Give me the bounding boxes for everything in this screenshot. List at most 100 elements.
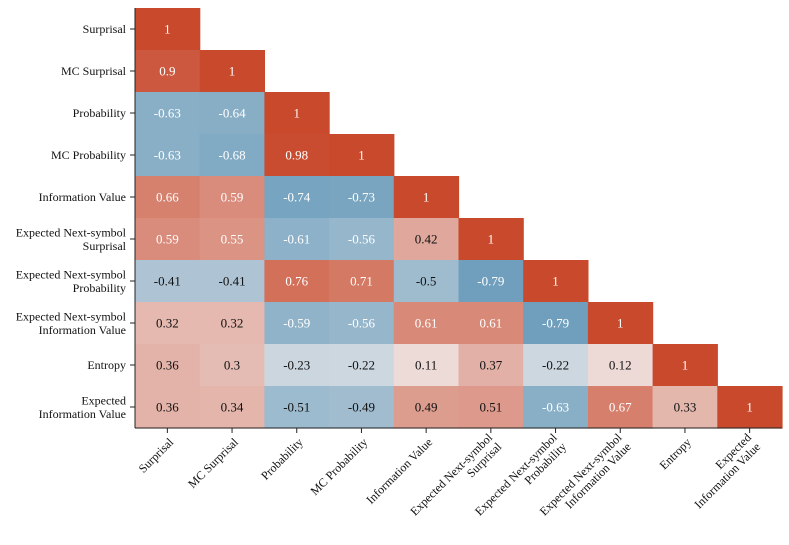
y-tick-label: MC Surprisal [61, 64, 127, 78]
heatmap-cell [458, 344, 524, 387]
heatmap-cell [587, 302, 654, 345]
heatmap-cell-value: 0.36 [156, 400, 179, 415]
heatmap-cell-value: 0.55 [221, 232, 244, 247]
heatmap-cell [264, 176, 330, 219]
heatmap-cell [135, 8, 201, 51]
heatmap-cell-value: 0.3 [224, 358, 240, 373]
y-tick-label: Information Value [39, 190, 126, 204]
heatmap-cell [393, 386, 460, 429]
heatmap-cell-value: 1 [488, 232, 495, 247]
y-axis: Surprisal MC Surprisal Probability MC Proba… [16, 8, 136, 428]
heatmap-cell-value: -0.61 [283, 232, 310, 247]
heatmap-cell-value: -0.79 [477, 274, 504, 289]
heatmap-cell [393, 218, 460, 261]
heatmap-cell [199, 344, 265, 387]
heatmap-cell [329, 218, 395, 261]
heatmap-cell-value: 1 [617, 316, 624, 331]
y-tick-label: Expected Next-symbol Surprisal [16, 225, 127, 253]
x-tick-label: ExpectedInformation Value [682, 430, 763, 511]
heatmap-cell [717, 386, 783, 429]
heatmap-cell [329, 344, 395, 387]
x-tick-label: MC Probability [307, 435, 370, 498]
y-tick-label: Entropy [87, 358, 126, 372]
heatmap-cell-value: 0.59 [156, 232, 179, 247]
heatmap-cell-value: -0.59 [283, 316, 310, 331]
heatmap-cells [135, 8, 783, 429]
heatmap-cell [393, 344, 460, 387]
heatmap-cell [587, 386, 654, 429]
heatmap-cell-value: 1 [294, 106, 301, 121]
heatmap-cell [199, 302, 265, 345]
heatmap-cell-value: -0.56 [348, 232, 376, 247]
heatmap-cell [135, 344, 201, 387]
heatmap-cell-value: 0.12 [609, 358, 632, 373]
heatmap-cell-value: 0.34 [221, 400, 244, 415]
heatmap-cell-value: 0.71 [350, 274, 373, 289]
heatmap-cell-value: -0.63 [542, 400, 569, 415]
heatmap-cell [393, 302, 460, 345]
heatmap-cell [652, 386, 718, 429]
heatmap-cell [458, 218, 524, 261]
x-tick-label: Surprisal [136, 435, 177, 476]
y-tick-label: Expected Next-symbol Information Value [16, 309, 127, 337]
heatmap-cell-value: -0.79 [542, 316, 569, 331]
heatmap-cell-value: 0.59 [221, 190, 244, 205]
heatmap-cell-value: 0.67 [609, 400, 632, 415]
heatmap-cell [458, 386, 524, 429]
heatmap-cell-value: 0.11 [415, 358, 437, 373]
heatmap-cell [329, 302, 395, 345]
heatmap-cell-value: -0.56 [348, 316, 376, 331]
heatmap-cell-value: 0.98 [285, 148, 308, 163]
heatmap-cell-value: -0.49 [348, 400, 375, 415]
heatmap-cell-value: 1 [229, 64, 236, 79]
heatmap-cell [264, 260, 330, 303]
heatmap-cell [264, 218, 330, 261]
heatmap-cell [393, 260, 460, 303]
heatmap-cell-labels: 1 0.9 1 -0.63 -0.64 1 -0.63 -0.68 0.98 1 0.66 0.59 -… [154, 22, 753, 415]
heatmap-cell [329, 134, 395, 177]
heatmap-cell-value: -0.41 [154, 274, 181, 289]
heatmap-cell [523, 386, 589, 429]
heatmap-cell-value: 1 [746, 400, 753, 415]
heatmap-cell-value: 1 [423, 190, 430, 205]
heatmap-cell [329, 176, 395, 219]
y-tick-label: Expected Information Value [39, 393, 126, 421]
heatmap-cell [135, 386, 201, 429]
heatmap-cell [135, 218, 201, 261]
heatmap-cell [587, 344, 654, 387]
heatmap-cell-value: -0.73 [348, 190, 375, 205]
heatmap-cell [135, 176, 201, 219]
heatmap-cell [264, 302, 330, 345]
heatmap-cell-value: -0.74 [283, 190, 311, 205]
heatmap-cell [652, 344, 718, 387]
heatmap-cell [135, 302, 201, 345]
heatmap-cell-value: -0.51 [283, 400, 310, 415]
heatmap-cell [199, 176, 265, 219]
heatmap-cell-value: -0.64 [219, 106, 247, 121]
heatmap-cell-value: -0.22 [542, 358, 569, 373]
heatmap-cell [199, 260, 265, 303]
heatmap-cell [393, 176, 460, 219]
heatmap-cell-value: 0.51 [479, 400, 502, 415]
heatmap-cell-value: -0.23 [283, 358, 310, 373]
heatmap-cell-value: -0.63 [154, 148, 181, 163]
y-tick-label: Expected Next-symbol Probability [16, 267, 127, 295]
heatmap-cell-value: -0.41 [219, 274, 246, 289]
heatmap-cell-value: 1 [682, 358, 689, 373]
heatmap-cell [264, 92, 330, 135]
heatmap-cell [523, 302, 589, 345]
heatmap-cell [199, 92, 265, 135]
heatmap-cell-value: -0.63 [154, 106, 181, 121]
heatmap-cell [264, 134, 330, 177]
heatmap-cell-value: 0.61 [479, 316, 502, 331]
heatmap-cell-value: 0.49 [415, 400, 438, 415]
heatmap-cell-value: 1 [164, 22, 171, 37]
heatmap-cell [199, 386, 265, 429]
heatmap-cell-value: 0.66 [156, 190, 179, 205]
y-tick-label: MC Probability [51, 148, 126, 162]
heatmap-cell-value: 0.42 [415, 232, 438, 247]
heatmap-cell-value: -0.22 [348, 358, 375, 373]
heatmap-cell-value: -0.68 [219, 148, 246, 163]
heatmap-cell [199, 134, 265, 177]
